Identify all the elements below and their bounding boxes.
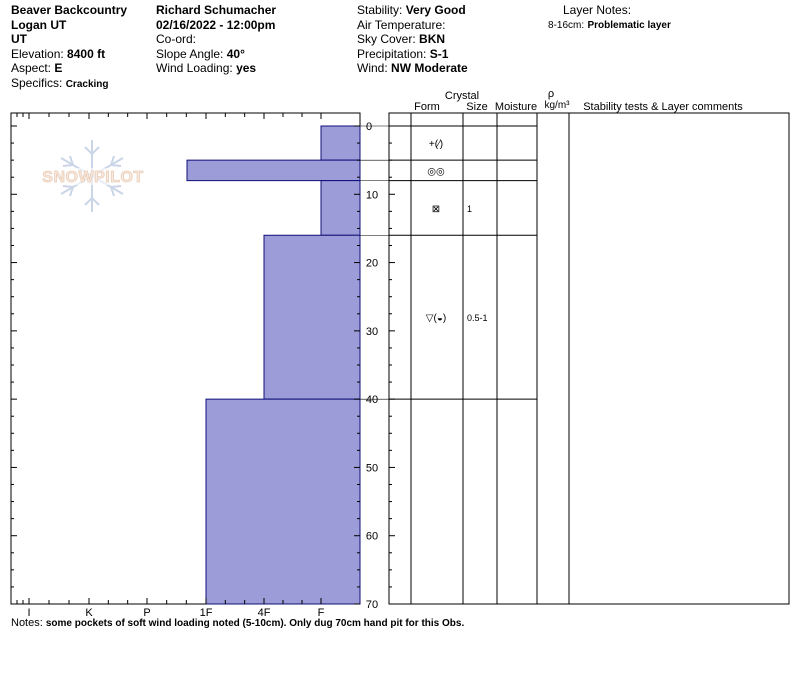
- sky-row: Sky Cover: BKN: [357, 32, 468, 47]
- depth-tick-label: 10: [366, 189, 378, 201]
- state-name: UT: [11, 32, 27, 46]
- aspect-value: E: [54, 61, 63, 75]
- hardness-tick-label: 4F: [258, 607, 271, 619]
- area-name: Logan UT: [11, 17, 67, 32]
- size-header: Size: [466, 101, 487, 113]
- snowflake-icon: [60, 140, 124, 212]
- notes-label: Notes:: [11, 617, 43, 629]
- slope-label: Slope Angle:: [156, 46, 224, 61]
- aspect-label: Aspect:: [11, 61, 52, 75]
- depth-tick-label: 50: [366, 462, 378, 474]
- depth-tick-label: 40: [366, 394, 378, 406]
- air-temp-label: Air Temperature:: [357, 17, 446, 32]
- hardness-tick-label: 1F: [200, 607, 213, 619]
- form-header: Form: [414, 101, 440, 113]
- wind-row: Wind: NW Moderate: [357, 61, 468, 76]
- layer-table: [388, 112, 790, 605]
- rho-header: ρ: [548, 88, 554, 100]
- snowpilot-watermark: SNOWPILOT: [30, 140, 156, 212]
- notes-row: Notes: some pockets of soft wind loading…: [11, 617, 464, 629]
- table-frame: [388, 112, 790, 605]
- watermark-text: SNOWPILOT: [42, 169, 143, 186]
- sky-label: Sky Cover:: [357, 32, 416, 46]
- elevation-row: Elevation: 8400 ft: [11, 47, 127, 62]
- depth-tick-label: 70: [366, 599, 378, 611]
- specifics-label: Specifics:: [11, 75, 63, 90]
- wind-label: Wind:: [357, 61, 388, 75]
- depth-axis: 0 10 20 30 40 50 60 70: [11, 121, 395, 611]
- layer-note-row: 8-16cm: Problematic layer: [548, 17, 671, 34]
- observer-name: Richard Schumacher: [156, 3, 277, 17]
- table-row-text: +(⁄) ◎◎ ⊠ 1 ▽(◒) 0.5-1: [426, 139, 488, 324]
- stability-value: Very Good: [405, 3, 466, 17]
- hardness-tick-label: F: [318, 607, 325, 619]
- slope-row: Slope Angle: 40°: [156, 47, 276, 62]
- specifics-row: Specifics: Cracking: [11, 76, 127, 93]
- wind-value: NW Moderate: [391, 61, 468, 75]
- observation-datetime: 02/16/2022 - 12:00pm: [156, 17, 276, 32]
- hardness-bar: [205, 398, 361, 605]
- coord-label: Co-ord:: [156, 32, 197, 46]
- wind-loading-label: Wind Loading:: [156, 61, 233, 75]
- crystal-header: Crystal: [445, 90, 479, 102]
- notes-text: some pockets of soft wind loading noted …: [45, 618, 465, 629]
- depth-tick-label: 0: [366, 121, 372, 133]
- specifics-value: Cracking: [65, 78, 109, 90]
- crystal-form-label: +(⁄): [429, 139, 443, 150]
- crystal-form-label: ⊠: [432, 204, 440, 215]
- hardness-tick-label: K: [85, 607, 93, 619]
- hardness-bars: [186, 125, 361, 605]
- wind-loading-value: yes: [236, 61, 257, 75]
- density-unit-header: kg/m³: [545, 100, 571, 111]
- aspect-row: Aspect: E: [11, 61, 127, 76]
- precip-label: Precipitation:: [357, 46, 427, 61]
- hardness-tick-label: P: [143, 607, 150, 619]
- hardness-bar: [186, 159, 361, 182]
- hardness-bar: [320, 125, 361, 161]
- comments-header: Stability tests & Layer comments: [583, 101, 743, 113]
- wind-loading-row: Wind Loading: yes: [156, 61, 276, 76]
- layer-notes-title: Layer Notes:: [563, 3, 632, 17]
- hardness-axis: I K P 1F 4F F: [16, 113, 325, 619]
- precip-row: Precipitation: S-1: [357, 47, 468, 62]
- crystal-form-label: ◎◎: [427, 166, 445, 177]
- hardness-bar: [263, 234, 361, 400]
- sky-value: BKN: [419, 32, 446, 46]
- moisture-header: Moisture: [495, 101, 537, 113]
- depth-tick-label: 30: [366, 326, 378, 338]
- table-row-lines: [360, 125, 537, 400]
- header-conditions-block: Stability: Very Good Air Temperature: Sk…: [357, 3, 468, 76]
- depth-tick-label: 60: [366, 531, 378, 543]
- crystal-form-label: ▽(◒): [426, 313, 446, 324]
- location-name: Beaver Backcountry: [11, 3, 128, 17]
- hardness-bar: [320, 180, 361, 236]
- crystal-size-label: 1: [467, 204, 472, 214]
- slope-value: 40°: [226, 46, 245, 61]
- depth-tick-label: 20: [366, 258, 378, 270]
- header-location-block: Beaver Backcountry Logan UT UT Elevation…: [11, 3, 127, 92]
- elevation-label: Elevation:: [11, 46, 64, 61]
- stability-row: Stability: Very Good: [357, 3, 468, 18]
- crystal-size-label: 0.5-1: [467, 313, 488, 323]
- hardness-tick-label: I: [27, 607, 30, 619]
- layer-note-text: Problematic layer: [587, 20, 671, 31]
- stability-label: Stability:: [357, 3, 403, 17]
- precip-value: S-1: [429, 46, 449, 61]
- layer-note-range: 8-16cm:: [548, 20, 585, 31]
- header-observer-block: Richard Schumacher 02/16/2022 - 12:00pm …: [156, 3, 276, 76]
- elevation-value: 8400 ft: [67, 46, 106, 61]
